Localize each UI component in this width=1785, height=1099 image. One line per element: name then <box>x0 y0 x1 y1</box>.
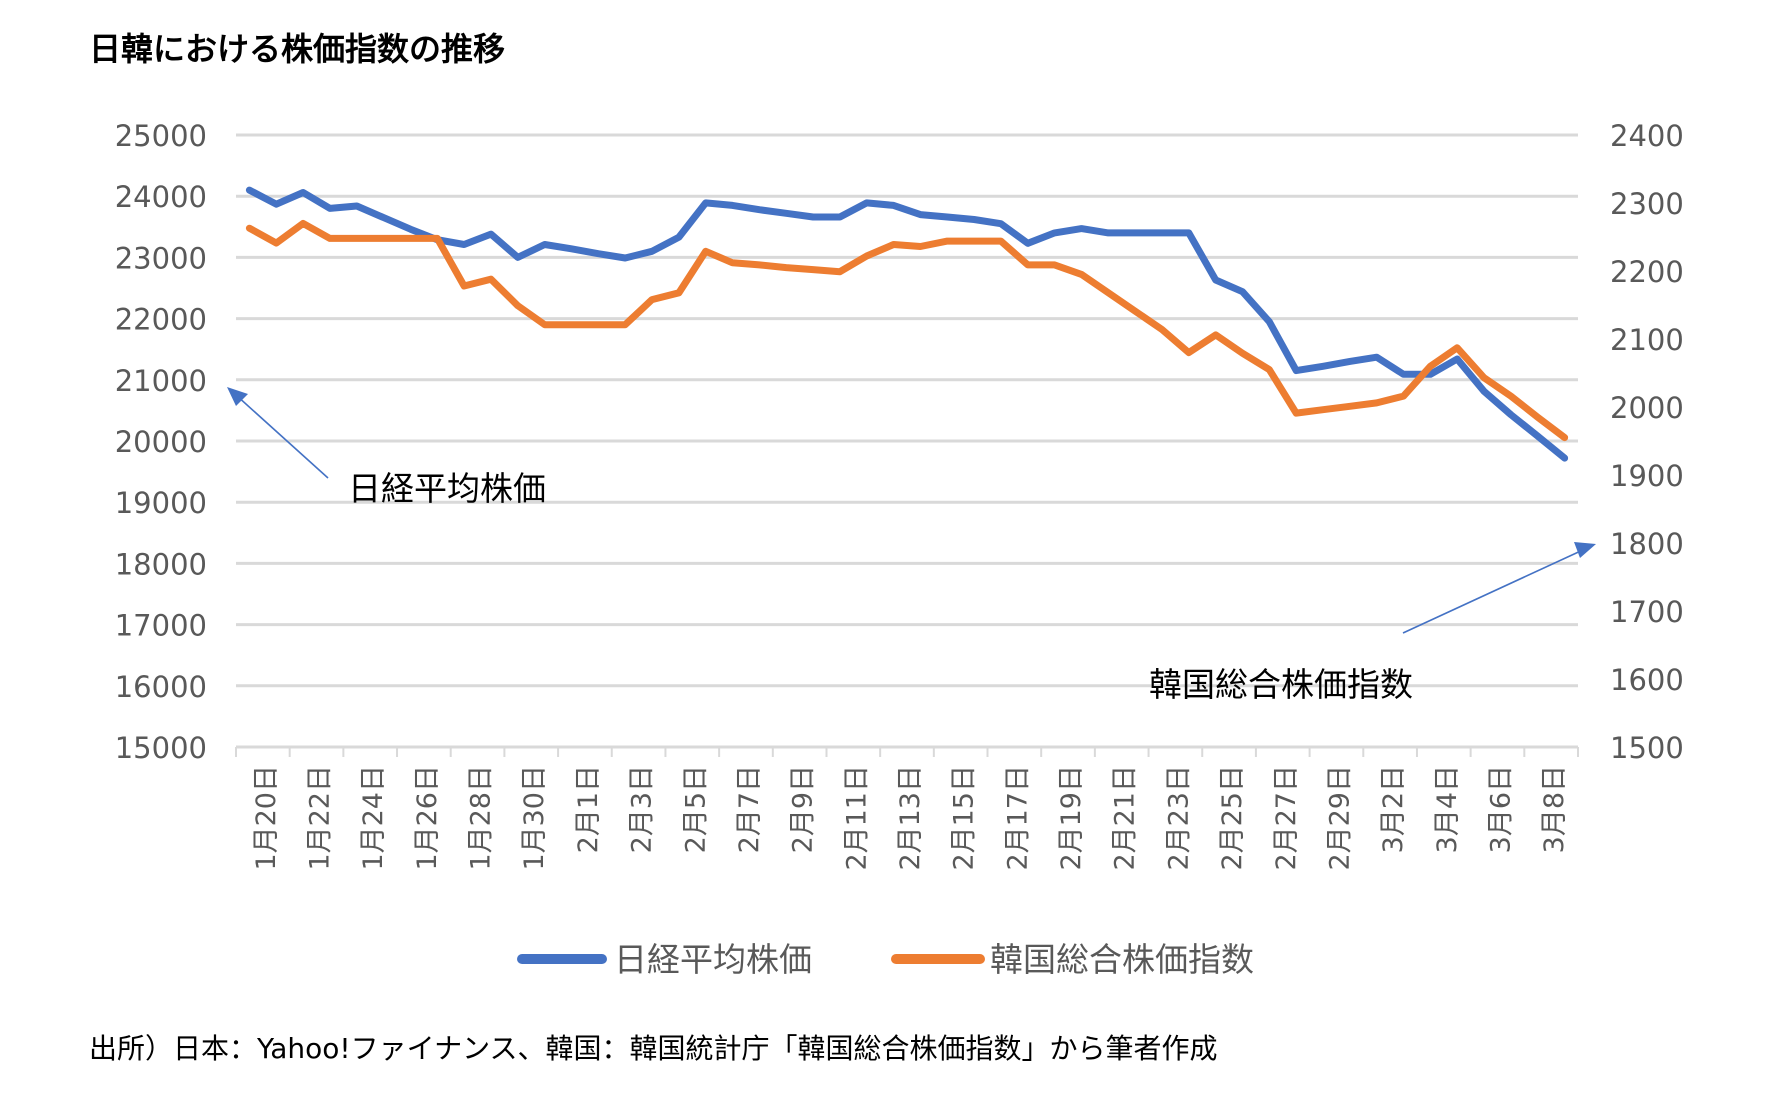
left-axis-tick-label: 24000 <box>115 180 207 214</box>
x-axis-tick-label: 1月28日 <box>466 765 497 871</box>
left-axis-tick-label: 25000 <box>115 119 207 153</box>
left-axis-tick-label: 18000 <box>115 547 207 581</box>
arrow-head-icon <box>1574 542 1596 558</box>
nikkei-series-line <box>245 186 1569 462</box>
x-axis-tick-label: 2月11日 <box>841 765 872 871</box>
legend-label-kospi: 韓国総合株価指数 <box>990 940 1254 979</box>
source-note: 出所）日本：Yahoo!ファイナンス、韓国：韓国統計庁「韓国総合株価指数」から筆… <box>89 1032 1218 1065</box>
left-axis-tick-label: 19000 <box>115 486 207 520</box>
annotation-arrow <box>1402 548 1586 634</box>
right-axis-tick-label: 2300 <box>1610 187 1684 221</box>
right-axis-tick-label: 1800 <box>1610 527 1684 561</box>
gridlines <box>236 133 1578 749</box>
x-axis-tick-label: 2月23日 <box>1163 765 1194 871</box>
kospi-series-line <box>245 219 1569 442</box>
left-axis-tick-label: 22000 <box>115 303 207 337</box>
x-axis-tick-label: 3月8日 <box>1539 765 1570 853</box>
left-axis-tick-label: 16000 <box>115 670 207 704</box>
x-axis-tick-label: 2月21日 <box>1110 765 1141 871</box>
x-axis-tick-label: 1月30日 <box>519 765 550 871</box>
x-axis-tick-label: 2月19日 <box>1056 765 1087 871</box>
x-axis-tick-label: 3月4日 <box>1432 765 1463 853</box>
right-axis-tick-label: 2100 <box>1610 323 1684 357</box>
x-axis-tick-label: 2月17日 <box>1002 765 1033 871</box>
x-axis: 1月20日 1月22日 1月24日 1月26日 1月28日 1月30日 2月1日 2月3日 2月… <box>235 747 1579 871</box>
x-axis-tick-label: 2月25日 <box>1217 765 1248 871</box>
x-axis-tick-label: 2月7日 <box>734 765 765 853</box>
x-axis-tick-label: 3月2日 <box>1378 765 1409 853</box>
left-axis-tick-label: 20000 <box>115 425 207 459</box>
x-axis-tick-label: 2月9日 <box>788 765 819 853</box>
x-axis-tick-label: 2月13日 <box>895 765 926 871</box>
x-axis-tick-label: 2月1日 <box>573 765 604 853</box>
arrow-head-icon <box>227 387 248 406</box>
right-axis-tick-label: 1700 <box>1610 595 1684 629</box>
left-axis-tick-label: 17000 <box>115 609 207 643</box>
x-axis-tick-label: 2月3日 <box>627 765 658 853</box>
right-axis-tick-label: 1600 <box>1610 663 1684 697</box>
right-axis-tick-label: 2400 <box>1610 119 1684 153</box>
series-lines <box>245 186 1569 462</box>
annotation-label: 日経平均株価 <box>348 469 546 508</box>
left-axis-tick-label: 15000 <box>115 731 207 765</box>
legend-label-nikkei: 日経平均株価 <box>614 940 812 979</box>
right-axis-tick-label: 1900 <box>1610 459 1684 493</box>
x-axis-tick-label: 1月20日 <box>251 765 282 871</box>
legend: 日経平均株価 韓国総合株価指数 <box>517 940 1254 979</box>
x-axis-tick-label: 3月6日 <box>1485 765 1516 853</box>
right-axis-tick-label: 2200 <box>1610 255 1684 289</box>
right-axis-labels: 2400 2300 2200 2100 2000 1900 1800 1700 1600 1500 <box>1610 119 1684 765</box>
annotation-arrow <box>235 394 329 479</box>
left-axis-tick-label: 23000 <box>115 241 207 275</box>
annotation-label: 韓国総合株価指数 <box>1149 665 1413 704</box>
annotation-kospi: 韓国総合株価指数 <box>1149 542 1596 704</box>
x-axis-tick-label: 1月22日 <box>305 765 336 871</box>
left-axis-tick-label: 21000 <box>115 364 207 398</box>
chart-title: 日韓における株価指数の推移 <box>89 30 505 68</box>
x-axis-tick-label: 1月24日 <box>358 765 389 871</box>
x-axis-tick-label: 2月5日 <box>680 765 711 853</box>
x-axis-tick-label: 2月15日 <box>949 765 980 871</box>
right-axis-tick-label: 1500 <box>1610 731 1684 765</box>
left-axis-labels: 25000 24000 23000 22000 21000 20000 19000 18000… <box>115 119 207 765</box>
right-axis-tick-label: 2000 <box>1610 391 1684 425</box>
x-axis-tick-label: 2月29日 <box>1324 765 1355 871</box>
x-axis-tick-label: 2月27日 <box>1271 765 1302 871</box>
x-axis-tick-label: 1月26日 <box>412 765 443 871</box>
annotation-nikkei: 日経平均株価 <box>227 387 546 508</box>
